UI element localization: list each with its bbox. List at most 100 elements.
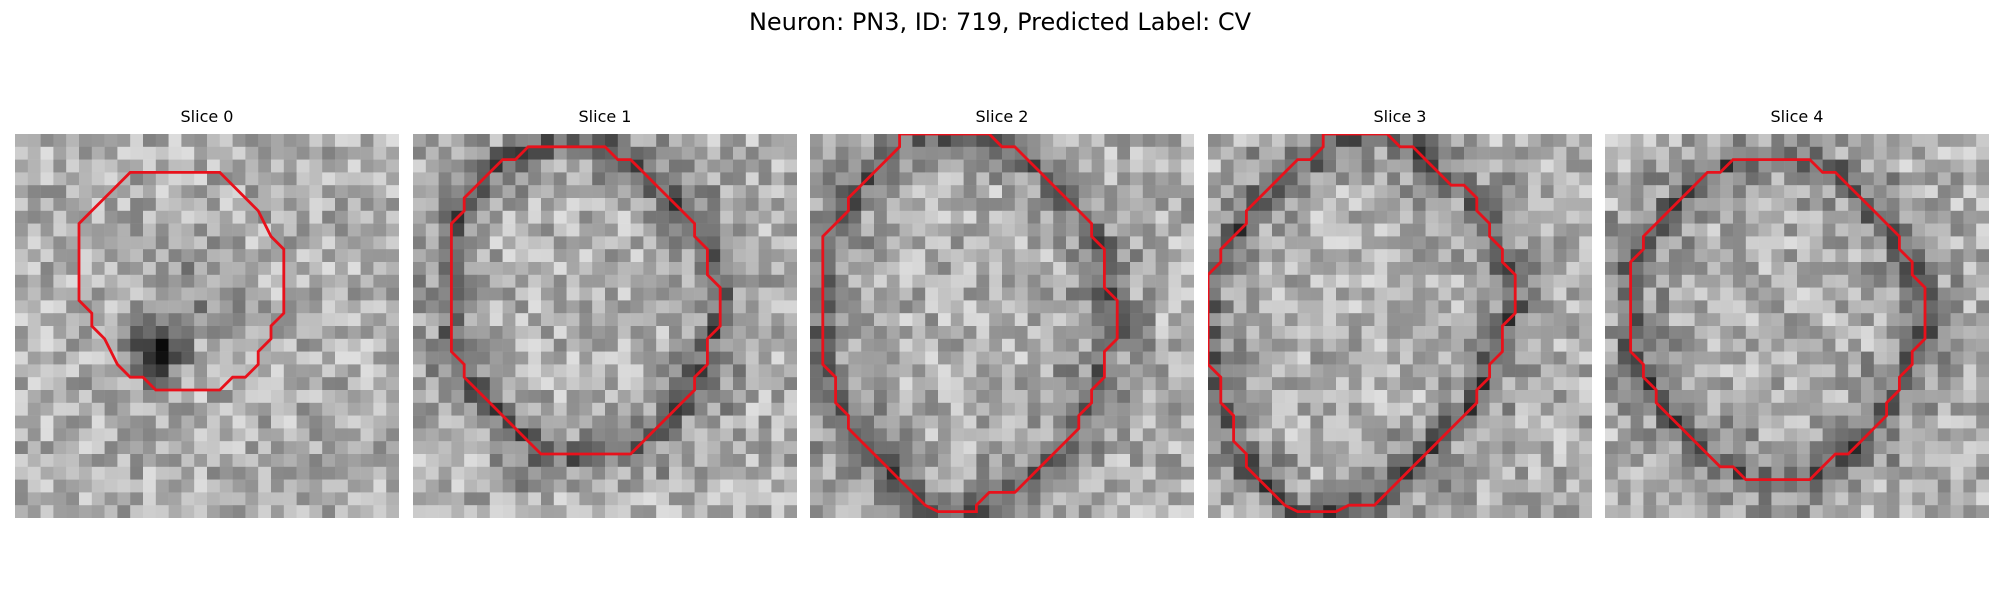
pixel: [1797, 492, 1811, 506]
pixel: [1681, 338, 1695, 352]
pixel: [335, 287, 349, 301]
pixel: [413, 249, 427, 263]
pixel: [810, 338, 824, 352]
pixel: [1425, 326, 1439, 340]
pixel: [592, 262, 606, 276]
pixel: [1208, 236, 1222, 250]
pixel: [950, 172, 964, 186]
pixel: [1617, 262, 1631, 276]
pixel: [1181, 415, 1194, 429]
pixel: [79, 364, 93, 378]
pixel: [1259, 492, 1273, 506]
pixel: [1155, 198, 1169, 212]
pixel: [1208, 326, 1222, 340]
pixel: [117, 249, 131, 263]
pixel: [91, 466, 105, 480]
pixel: [669, 492, 683, 506]
pixel: [40, 505, 54, 518]
pixel: [669, 274, 683, 288]
pixel: [1733, 479, 1747, 493]
pixel: [1873, 326, 1887, 340]
pixel: [1502, 249, 1516, 263]
pixel: [1014, 326, 1028, 340]
pixel: [1027, 223, 1041, 237]
pixel: [605, 505, 619, 518]
pixel: [1566, 505, 1580, 518]
pixel: [989, 262, 1003, 276]
pixel: [771, 210, 785, 224]
pixel: [553, 313, 567, 327]
pixel: [1425, 505, 1439, 518]
pixel: [1797, 415, 1811, 429]
pixel: [1848, 415, 1862, 429]
pixel: [1259, 313, 1273, 327]
pixel: [1579, 402, 1592, 416]
pixel: [656, 134, 670, 148]
pixel: [1502, 390, 1516, 404]
pixel: [1336, 198, 1350, 212]
pixel: [592, 492, 606, 506]
pixel: [515, 441, 529, 455]
pixel: [669, 249, 683, 263]
pixel: [1758, 479, 1772, 493]
pixel: [1605, 479, 1619, 493]
pixel: [861, 377, 875, 391]
pixel: [1707, 185, 1721, 199]
pixel: [1297, 415, 1311, 429]
pixel: [1720, 223, 1734, 237]
pixel: [1336, 402, 1350, 416]
pixel: [810, 262, 824, 276]
pixel: [1387, 249, 1401, 263]
pixel: [1873, 198, 1887, 212]
pixel: [605, 351, 619, 365]
pixel: [296, 454, 310, 468]
pixel: [1912, 479, 1926, 493]
pixel: [322, 492, 336, 506]
pixel: [1181, 505, 1194, 518]
pixel: [1323, 236, 1337, 250]
pixel: [1091, 313, 1105, 327]
pixel: [1643, 428, 1657, 442]
pixel: [1233, 198, 1247, 212]
pixel: [1168, 185, 1182, 199]
pixel: [1181, 172, 1194, 186]
pixel: [963, 377, 977, 391]
pixel: [1104, 428, 1118, 442]
pixel: [1925, 198, 1939, 212]
pixel: [296, 428, 310, 442]
pixel: [822, 300, 836, 314]
pixel: [1078, 492, 1092, 506]
pixel: [1168, 249, 1182, 263]
pixel: [1733, 198, 1747, 212]
pixel: [1297, 364, 1311, 378]
pixel: [1771, 185, 1785, 199]
pixel: [1310, 249, 1324, 263]
pixel: [1387, 351, 1401, 365]
pixel: [413, 466, 427, 480]
pixel: [515, 172, 529, 186]
pixel: [219, 210, 233, 224]
pixel: [1720, 134, 1734, 148]
pixel: [194, 198, 208, 212]
pixel: [413, 223, 427, 237]
pixel: [1400, 351, 1414, 365]
pixel: [1886, 210, 1900, 224]
pixel: [40, 338, 54, 352]
pixel: [1809, 300, 1823, 314]
pixel: [1168, 466, 1182, 480]
pixel: [1142, 505, 1156, 518]
pixel: [771, 262, 785, 276]
pixel: [1284, 236, 1298, 250]
pixel: [1208, 249, 1222, 263]
pixel: [1835, 454, 1849, 468]
pixel: [1259, 428, 1273, 442]
pixel: [181, 415, 195, 429]
pixel: [502, 198, 516, 212]
pixel: [1053, 134, 1067, 148]
pixel: [1155, 287, 1169, 301]
pixel: [1451, 198, 1465, 212]
pixel: [1733, 172, 1747, 186]
pixel: [207, 172, 221, 186]
pixel: [1284, 415, 1298, 429]
pixel: [1745, 146, 1759, 160]
